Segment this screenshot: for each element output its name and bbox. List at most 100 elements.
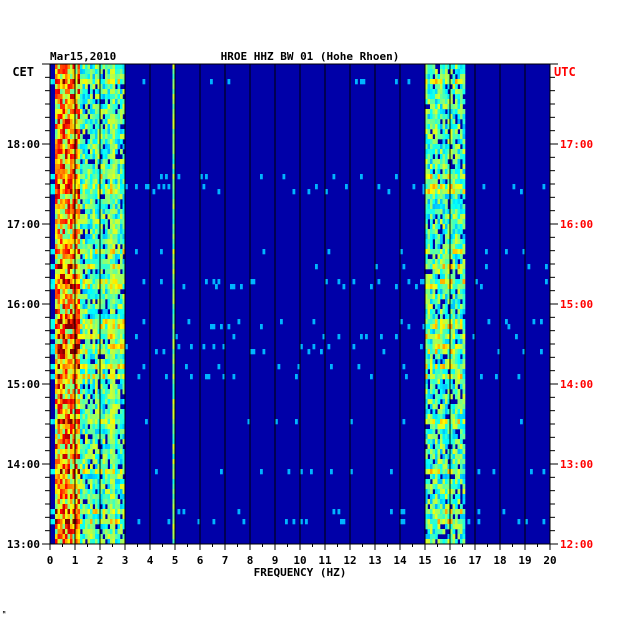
spectrogram-cell: [282, 174, 286, 180]
spectrogram-cell: [447, 399, 451, 405]
spectrogram-cell: [447, 474, 451, 480]
spectrogram-cell: [52, 279, 56, 285]
spectrogram-cell: [70, 424, 73, 430]
spectrogram-cell: [62, 374, 66, 380]
spectrogram-cell: [80, 139, 83, 145]
spectrogram-cell: [120, 149, 123, 155]
spectrogram-cell: [60, 399, 63, 405]
spectrogram-cell: [55, 439, 58, 445]
spectrogram-cell: [442, 229, 446, 235]
spectrogram-cell: [77, 244, 81, 250]
spectrogram-cell: [115, 434, 118, 440]
spectrogram-cell: [65, 214, 68, 220]
spectrogram-cell: [352, 344, 356, 350]
spectrogram-cell: [450, 149, 453, 155]
x-tick-label: 2: [97, 554, 104, 567]
spectrogram-cell: [82, 189, 86, 195]
spectrogram-cell: [70, 234, 73, 240]
spectrogram-cell: [172, 309, 176, 315]
spectrogram-cell: [100, 534, 103, 540]
spectrogram-cell: [105, 529, 108, 535]
spectrogram-cell: [80, 219, 83, 225]
spectrogram-cell: [100, 109, 103, 115]
spectrogram-cell: [435, 104, 438, 110]
spectrogram-cell: [455, 134, 458, 140]
spectrogram-cell: [110, 244, 113, 250]
spectrogram-cell: [435, 344, 438, 350]
spectrogram-cell: [72, 64, 76, 70]
spectrogram-cell: [252, 349, 256, 355]
spectrogram-cell: [215, 284, 218, 290]
spectrogram-cell: [75, 109, 78, 115]
spectrogram-cell: [77, 154, 81, 160]
spectrogram-cell: [445, 459, 448, 465]
spectrogram-cell: [427, 304, 431, 310]
spectrogram-cell: [77, 199, 81, 205]
spectrogram-cell: [117, 69, 121, 75]
spectrogram-cell: [102, 159, 106, 165]
spectrogram-cell: [122, 534, 126, 540]
spectrogram-cell: [107, 214, 111, 220]
spectrogram-cell: [172, 254, 176, 260]
spectrogram-cell: [57, 344, 61, 350]
spectrogram-cell: [75, 534, 78, 540]
spectrogram-cell: [172, 174, 176, 180]
spectrogram-cell: [82, 174, 86, 180]
spectrogram-cell: [437, 444, 441, 450]
spectrogram-cell: [70, 519, 73, 525]
spectrogram-cell: [432, 429, 436, 435]
spectrogram-cell: [57, 154, 61, 160]
spectrogram-cell: [450, 329, 453, 335]
spectrogram-cell: [117, 229, 121, 235]
spectrogram-cell: [102, 439, 106, 445]
spectrogram-cell: [82, 144, 86, 150]
spectrogram-cell: [112, 174, 116, 180]
spectrogram-cell: [90, 454, 93, 460]
spectrogram-cell: [95, 324, 98, 330]
spectrogram-cell: [455, 504, 458, 510]
spectrogram-cell: [447, 259, 451, 265]
spectrogram-cell: [125, 184, 128, 190]
spectrogram-cell: [82, 309, 86, 315]
spectrogram-cell: [55, 469, 58, 475]
spectrogram-cell: [57, 294, 61, 300]
spectrogram-cell: [80, 264, 83, 270]
spectrogram-cell: [452, 404, 456, 410]
spectrogram-cell: [425, 359, 428, 365]
spectrogram-cell: [440, 514, 443, 520]
spectrogram-cell: [447, 324, 451, 330]
spectrogram-cell: [57, 359, 61, 365]
spectrogram-cell: [450, 229, 453, 235]
spectrogram-cell: [102, 94, 106, 100]
spectrogram-cell: [85, 519, 88, 525]
spectrogram-cell: [67, 209, 71, 215]
spectrogram-cell: [85, 399, 88, 405]
spectrogram-cell: [102, 219, 106, 225]
spectrogram-cell: [102, 154, 106, 160]
spectrogram-cell: [440, 184, 443, 190]
spectrogram-cell: [75, 359, 78, 365]
spectrogram-cell: [457, 314, 461, 320]
spectrogram-cell: [62, 224, 66, 230]
spectrogram-cell: [117, 164, 121, 170]
spectrogram-cell: [437, 494, 441, 500]
spectrogram-cell: [75, 369, 78, 375]
spectrogram-cell: [440, 419, 443, 425]
spectrogram-cell: [115, 214, 118, 220]
spectrogram-cell: [110, 369, 113, 375]
spectrogram-cell: [120, 349, 123, 355]
spectrogram-cell: [452, 284, 456, 290]
spectrogram-cell: [200, 174, 203, 180]
x-tick-label: 3: [122, 554, 129, 567]
spectrogram-cell: [102, 469, 106, 475]
spectrogram-cell: [77, 114, 81, 120]
spectrogram-cell: [85, 104, 88, 110]
spectrogram-cell: [452, 409, 456, 415]
spectrogram-cell: [102, 484, 106, 490]
spectrogram-cell: [442, 414, 446, 420]
spectrogram-cell: [447, 94, 451, 100]
spectrogram-cell: [65, 269, 68, 275]
spectrogram-cell: [95, 224, 98, 230]
spectrogram-cell: [55, 479, 58, 485]
spectrogram-cell: [120, 239, 123, 245]
